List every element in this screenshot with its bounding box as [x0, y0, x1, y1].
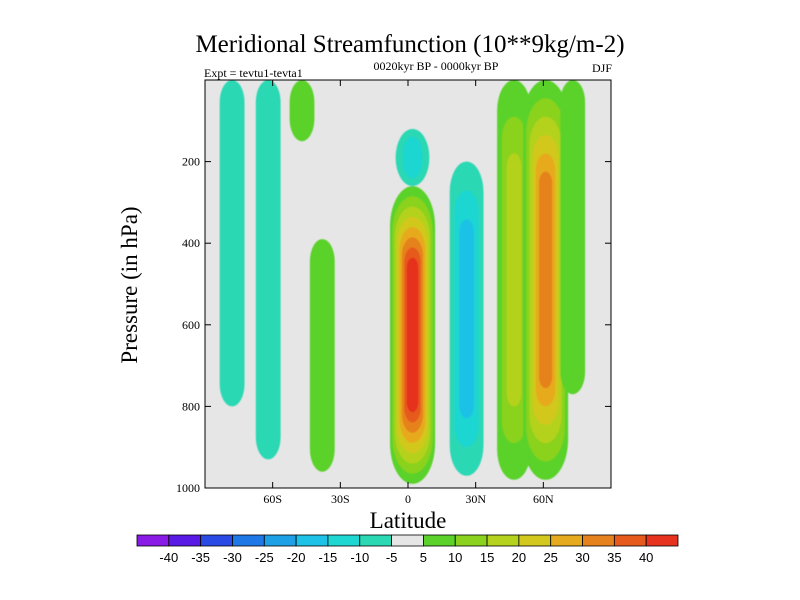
y-axis-ticks: 200 400 600 800 1000 [176, 155, 611, 495]
y-tick-label: 600 [182, 318, 200, 332]
colorbar-swatch [645, 534, 679, 547]
y-tick-label: 200 [182, 155, 200, 169]
chart-title: Meridional Streamfunction (10**9kg/m-2) [195, 31, 624, 58]
contour-upper-tropical-negative-cell [395, 129, 430, 187]
contour-southern-ferrel-upper-cell [289, 80, 315, 142]
colorbar: -40 -35 -30 -25 -20 -15 -10 -5 5 10 15 20 25 30 35 40 [136, 534, 679, 565]
colorbar-swatch [200, 534, 233, 547]
contour-band [289, 80, 315, 142]
x-axis-title: Latitude [370, 508, 447, 533]
contour-band [406, 257, 419, 413]
contour-northern-subtropical-negative-cell [449, 161, 484, 476]
x-tick-label: 60S [263, 492, 282, 506]
colorbar-swatch [391, 534, 424, 547]
colorbar-label: -30 [223, 550, 242, 565]
colorbar-swatch [613, 534, 647, 547]
experiment-label: Expt = tevtu1-tevta1 [204, 66, 303, 80]
colorbar-label: 25 [543, 550, 557, 565]
x-axis-ticks: 60S 30S 0 30N 60N [263, 80, 554, 506]
y-tick-label: 1000 [176, 481, 200, 495]
colorbar-label: -5 [386, 550, 398, 565]
colorbar-swatch [486, 534, 520, 547]
colorbar-label: -20 [287, 550, 306, 565]
colorbar-label: -25 [255, 550, 274, 565]
colorbar-label: 20 [512, 550, 526, 565]
y-axis-title: Pressure (in hPa) [117, 206, 142, 363]
x-tick-label: 60N [533, 492, 554, 506]
plot-area: 60S 30S 0 30N 60N 200 400 600 800 1000 [176, 79, 612, 506]
x-tick-label: 0 [405, 492, 411, 506]
colorbar-swatch [136, 534, 170, 547]
contour-northern-midlatitude-cell [497, 80, 531, 480]
contour-hadley-cell [390, 186, 436, 484]
contour-band [255, 80, 281, 460]
colorbar-swatch [327, 534, 361, 547]
colorbar-label: 15 [480, 550, 494, 565]
colorbar-swatch [263, 534, 297, 547]
colorbar-swatch [550, 534, 583, 547]
colorbar-label: -40 [159, 550, 178, 565]
contour-band [219, 80, 245, 407]
colorbar-swatch [232, 534, 265, 547]
colorbar-label: 30 [575, 550, 589, 565]
x-tick-label: 30S [331, 492, 350, 506]
season-label: DJF [592, 61, 612, 75]
contour-southern-ferrel-cell [309, 239, 335, 472]
contour-band [459, 219, 474, 419]
colorbar-swatch [168, 534, 202, 547]
colorbar-swatch [295, 534, 329, 547]
colorbar-swatch [423, 534, 456, 547]
contour-band [560, 80, 586, 395]
contour-southern-polar-cell [255, 80, 281, 460]
contour-band [402, 136, 423, 179]
time-range-label: 0020kyr BP - 0000kyr BP [374, 59, 499, 73]
colorbar-swatch [454, 534, 488, 547]
contour-band [539, 171, 553, 389]
colorbar-swatch [518, 534, 552, 547]
contour-southern-high-lat-cell [219, 80, 245, 407]
colorbar-label: 40 [639, 550, 653, 565]
y-tick-label: 800 [182, 399, 200, 413]
x-tick-label: 30N [465, 492, 486, 506]
contour-northern-high-lat-cell [560, 80, 586, 395]
contour-band [506, 153, 522, 407]
colorbar-label: -15 [319, 550, 338, 565]
contour-fields [219, 80, 586, 484]
colorbar-label: -10 [350, 550, 369, 565]
contour-northern-subpolar-cell [523, 80, 569, 480]
colorbar-swatch [359, 534, 392, 547]
y-tick-label: 400 [182, 236, 200, 250]
colorbar-label: 5 [420, 550, 427, 565]
colorbar-label: 10 [448, 550, 462, 565]
contour-band [309, 239, 335, 472]
colorbar-label: -35 [191, 550, 210, 565]
colorbar-swatch [582, 534, 615, 547]
colorbar-label: 35 [607, 550, 621, 565]
